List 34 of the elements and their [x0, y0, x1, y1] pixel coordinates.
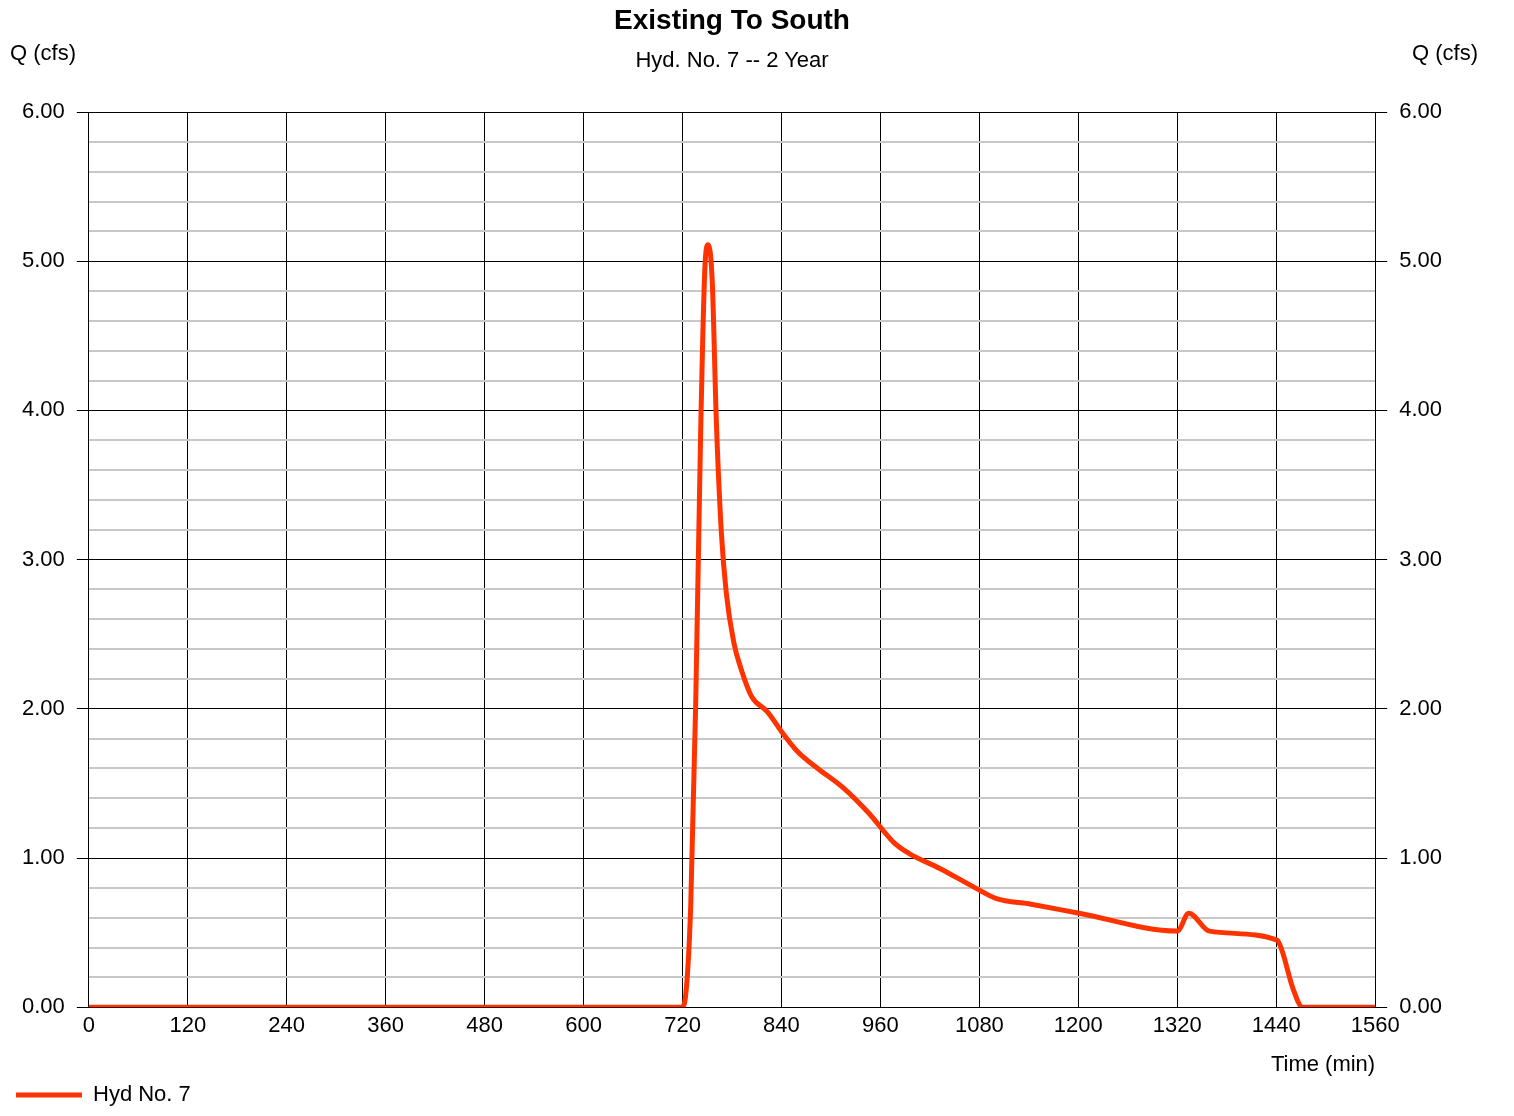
x-tick-label: 960: [862, 1012, 899, 1038]
y2-tick-label: 6.00: [1399, 98, 1443, 124]
x-tick-label: 1320: [1152, 1012, 1202, 1038]
y-tick-label: 3.00: [21, 545, 65, 571]
y2-tick-label: 1.00: [1399, 844, 1443, 870]
x-axis-title: Time (min): [1270, 1050, 1376, 1076]
x-tick-label: 1080: [954, 1012, 1004, 1038]
y-tick-label: 5.00: [21, 247, 65, 273]
x-tick-label: 0: [82, 1012, 95, 1038]
x-tick-label: 480: [466, 1012, 503, 1038]
y2-tick-label: 4.00: [1399, 396, 1443, 422]
x-tick-label: 840: [763, 1012, 800, 1038]
x-tick-label: 600: [565, 1012, 602, 1038]
y-tick-label: 2.00: [21, 694, 65, 720]
x-tick-label: 1440: [1251, 1012, 1301, 1038]
y-axis-title: Q (cfs): [10, 40, 76, 65]
x-tick-label: 240: [268, 1012, 306, 1038]
x-tick-label: 1200: [1053, 1012, 1103, 1038]
x-tick-label: 720: [664, 1012, 701, 1038]
legend-label: Hyd No. 7: [93, 1081, 191, 1107]
chart-title: Existing To South: [614, 3, 850, 35]
x-tick-label: 360: [367, 1012, 405, 1038]
y2-tick-label: 5.00: [1399, 247, 1443, 273]
x-tick-label: 1560: [1350, 1012, 1400, 1038]
y-tick-label: 1.00: [21, 844, 65, 870]
y-tick-label: 0.00: [21, 993, 65, 1019]
y-tick-label: 6.00: [21, 98, 65, 124]
chart-subtitle: Hyd. No. 7 -- 2 Year: [635, 46, 829, 72]
y-tick-label: 4.00: [21, 396, 65, 422]
y2-tick-label: 0.00: [1399, 993, 1443, 1019]
y2-axis-title: Q (cfs): [1412, 40, 1478, 65]
y2-tick-label: 2.00: [1399, 694, 1443, 720]
y2-tick-label: 3.00: [1399, 545, 1443, 571]
x-tick-label: 120: [169, 1012, 207, 1038]
